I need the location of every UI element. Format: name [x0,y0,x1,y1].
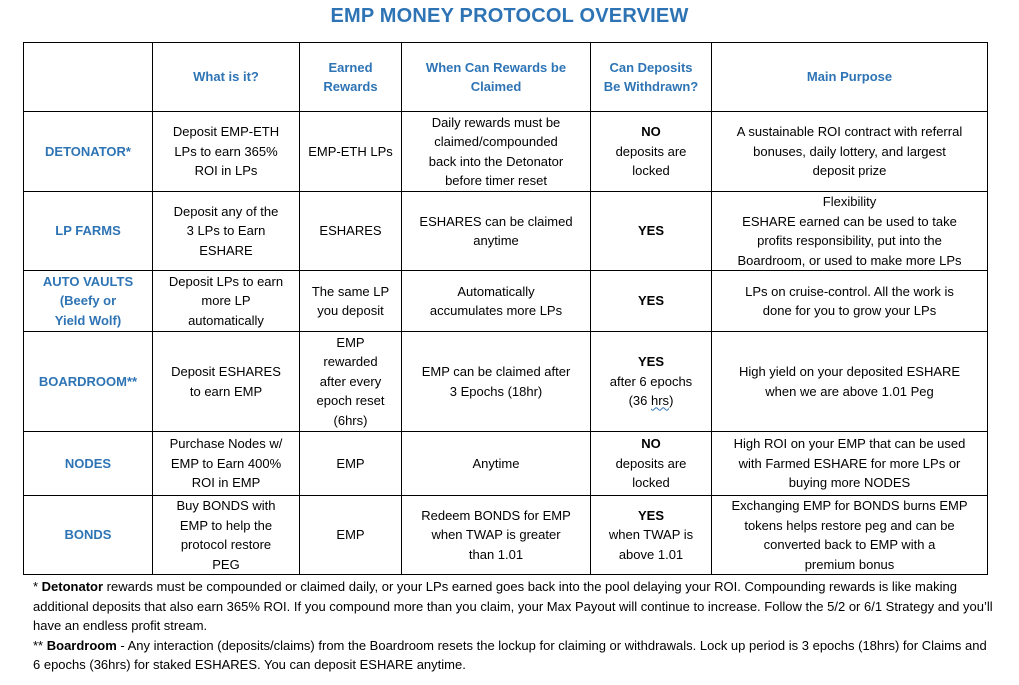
row-label-auto-vaults: AUTO VAULTS (Beefy or Yield Wolf) [23,270,153,332]
cell-nodes-what: Purchase Nodes w/EMP to Earn 400% ROI in … [152,431,300,496]
cell-auto-vaults-withdraw: YES [590,270,712,332]
table-row-bonds: BONDS Buy BONDS with EMP to help the proto… [23,495,988,575]
header-can-withdraw: Can Deposits Be Withdrawn? [590,42,712,112]
corner-cell [23,42,153,112]
row-label-nodes: NODES [23,431,153,496]
row-label-boardroom: BOARDROOM** [23,331,153,432]
cell-boardroom-when: EMP can be claimed after 3 Epochs (18hr) [401,331,591,432]
table-row-lp-farms: LP FARMS Deposit any of the 3 LPs to Earn… [23,191,988,271]
cell-lp-farms-earned: ESHARES [299,191,402,271]
cell-lp-farms-purpose: Flexibility ESHARE earned can be used to … [711,191,988,271]
cell-bonds-purpose: Exchanging EMP for BONDS burns EMP tokens… [711,495,988,575]
cell-lp-farms-when: ESHARES can be claimed anytime [401,191,591,271]
header-row: What is it? Earned Rewards When Can Rewar… [23,42,988,112]
header-what-is-it: What is it? [152,42,300,112]
row-label-bonds: BONDS [23,495,153,575]
cell-auto-vaults-what: Deposit LPs to earn more LP automatically [152,270,300,332]
page-title: EMP MONEY PROTOCOL OVERVIEW [330,5,689,27]
cell-nodes-when: Anytime [401,431,591,496]
footnotes: * Detonator rewards must be compounded o… [33,577,993,675]
cell-detonator-purpose: A sustainable ROI contract with referral… [711,111,988,192]
cell-detonator-what: Deposit EMP-ETH LPs to earn 365% ROI in LP… [152,111,300,192]
cell-lp-farms-what: Deposit any of the 3 LPs to Earn ESHARE [152,191,300,271]
table-row-detonator: DETONATOR* Deposit EMP-ETH LPs to earn 36… [23,111,988,192]
cell-bonds-what: Buy BONDS with EMP to help the protocol re… [152,495,300,575]
header-earned-rewards: Earned Rewards [299,42,402,112]
cell-bonds-withdraw: YES when TWAP is above 1.01 [590,495,712,575]
footnote-boardroom: ** Boardroom - Any interaction (deposits… [33,637,987,673]
cell-boardroom-what: Deposit ESHARES to earn EMP [152,331,300,432]
header-when-claimed: When Can Rewards be Claimed [401,42,591,112]
cell-auto-vaults-purpose: LPs on cruise-control. All the work is do… [711,270,988,332]
overview-table: What is it? Earned Rewards When Can Rewar… [23,42,988,575]
cell-boardroom-earned: EMP rewarded after every epoch reset (6hrs) [299,331,402,432]
cell-nodes-earned: EMP [299,431,402,496]
cell-bonds-earned: EMP [299,495,402,575]
table-row-auto-vaults: AUTO VAULTS (Beefy or Yield Wolf) Deposit … [23,270,988,332]
table-row-nodes: NODES Purchase Nodes w/EMP to Earn 400% R… [23,431,988,496]
cell-detonator-withdraw: NO deposits are locked [590,111,712,192]
footnote-detonator: * Detonator rewards must be compounded o… [33,579,993,633]
header-main-purpose: Main Purpose [711,42,988,112]
row-label-lp-farms: LP FARMS [23,191,153,271]
table-row-boardroom: BOARDROOM** Deposit ESHARES to earn EMP E… [23,331,988,432]
cell-nodes-withdraw: NO deposits are locked [590,431,712,496]
cell-lp-farms-withdraw: YES [590,191,712,271]
cell-nodes-purpose: High ROI on your EMP that can be used wit… [711,431,988,496]
cell-detonator-earned: EMP-ETH LPs [299,111,402,192]
cell-detonator-when: Daily rewards must be claimed/compounded b… [401,111,591,192]
cell-auto-vaults-earned: The same LP you deposit [299,270,402,332]
cell-auto-vaults-when: Automatically accumulates more LPs [401,270,591,332]
cell-bonds-when: Redeem BONDS for EMP when TWAP is greater… [401,495,591,575]
cell-boardroom-purpose: High yield on your deposited ESHARE when … [711,331,988,432]
cell-boardroom-withdraw: YES after 6 epochs (36 hrs) [590,331,712,432]
row-label-detonator: DETONATOR* [23,111,153,192]
